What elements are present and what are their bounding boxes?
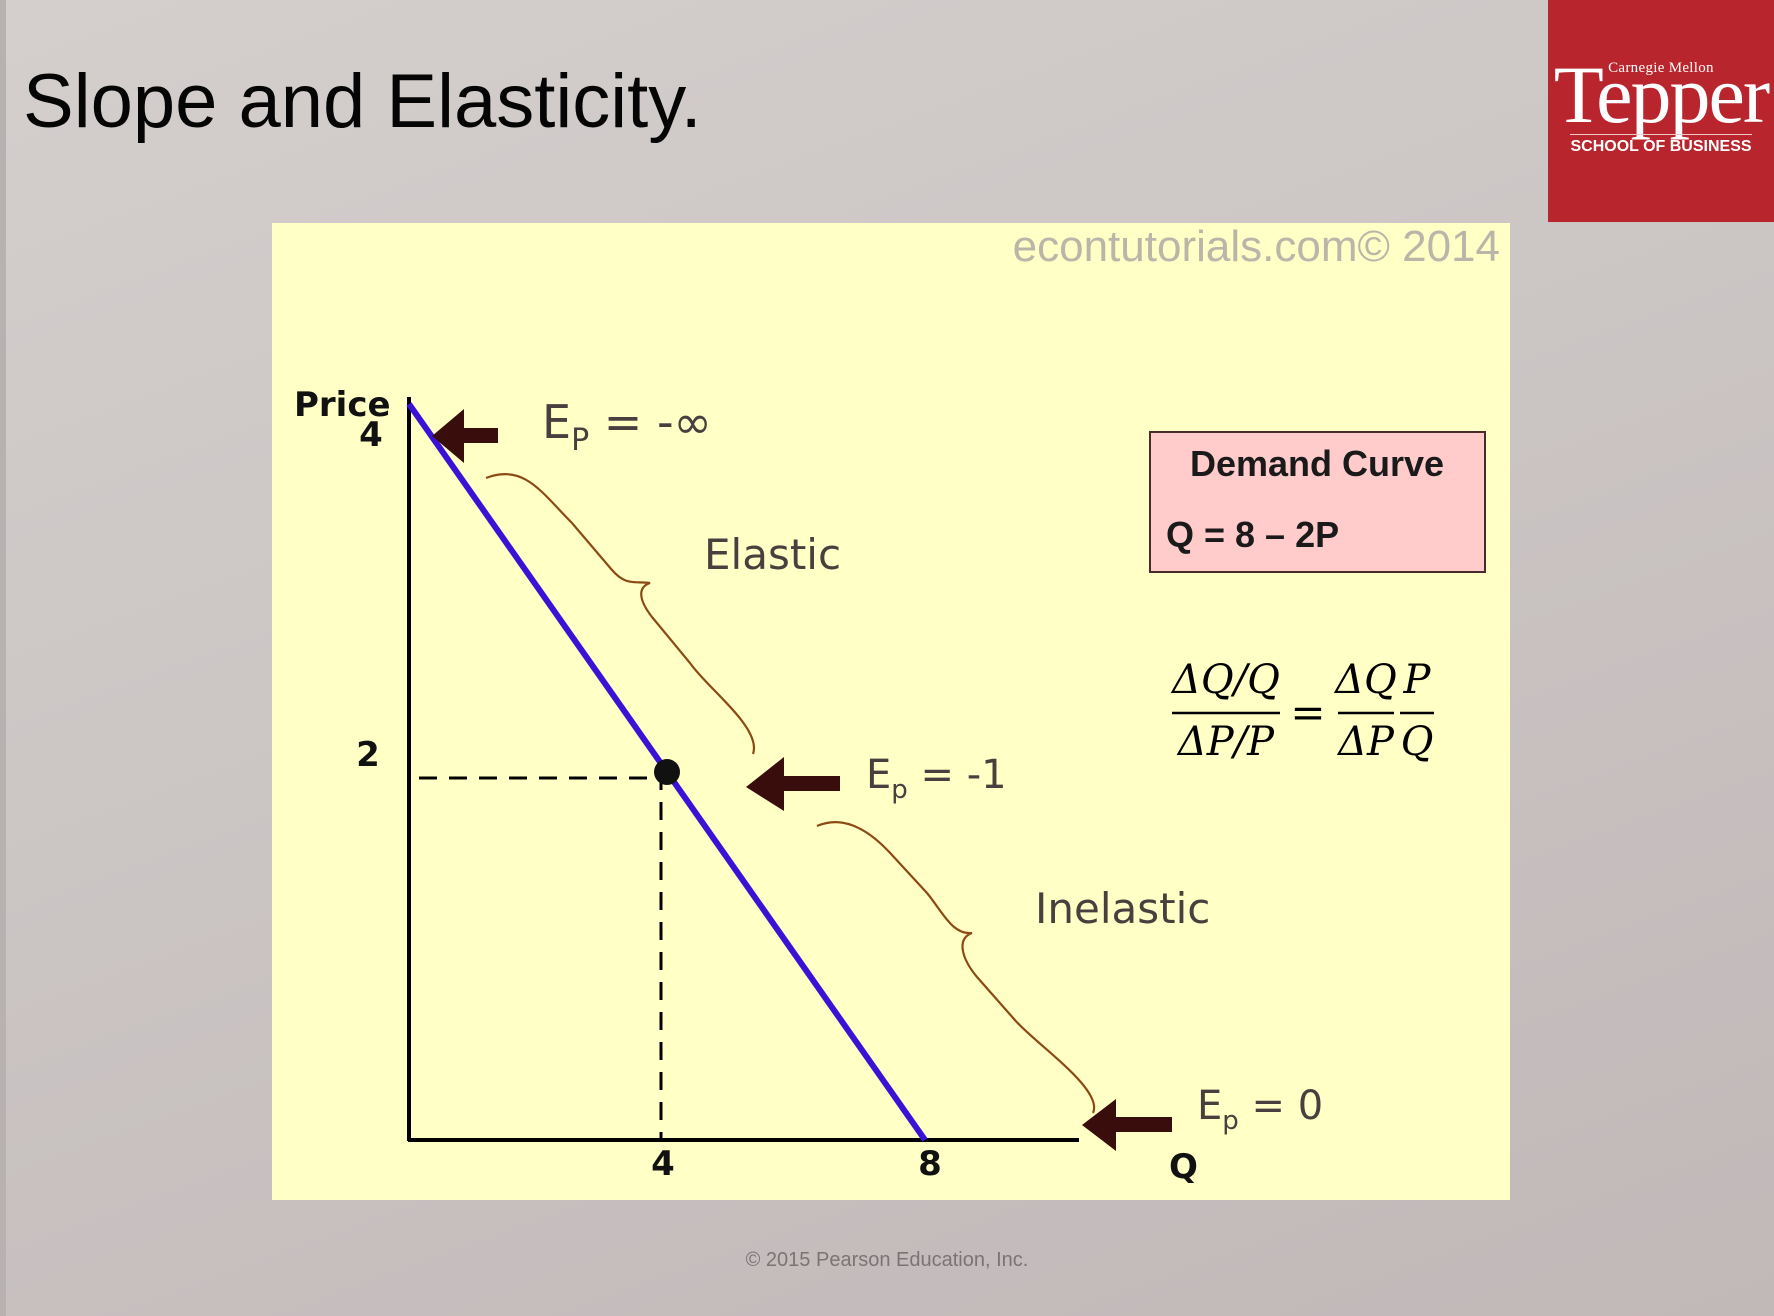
formula-lhs-numerator: ΔQ/Q (1170, 657, 1280, 703)
demand-chart: econtutorials.com© 2014 Price Q 4 2 4 8 (294, 223, 1500, 1187)
elastic-label: Elastic (704, 530, 841, 579)
slide-footer: © 2015 Pearson Education, Inc. (745, 1249, 1029, 1271)
watermark: econtutorials.com© 2014 (1013, 223, 1500, 271)
elastic-brace (485, 472, 756, 755)
unit-elastic-point (654, 759, 680, 785)
formula-equals: = (1290, 688, 1325, 737)
arrow-mid-icon (746, 757, 840, 811)
chart-panel: econtutorials.com© 2014 Price Q 4 2 4 8 (272, 223, 1510, 1200)
ep-bottom-label: Ep = 0 (1197, 1083, 1323, 1136)
formula-r2-denominator: Q (1401, 719, 1434, 765)
formula-r1-numerator: ΔQ (1333, 657, 1397, 703)
demand-curve-title: Demand Curve (1190, 443, 1444, 484)
y-axis-label: Price (294, 385, 391, 425)
formula-r1-denominator: ΔP (1336, 719, 1395, 765)
inelastic-brace (816, 821, 1096, 1114)
x-tick-label: 8 (918, 1144, 942, 1184)
logo-divider (1570, 134, 1752, 135)
y-tick-label: 2 (356, 735, 380, 775)
slide-left-edge (0, 0, 6, 1316)
tepper-logo: Carnegie Mellon Tepper SCHOOL OF BUSINES… (1548, 0, 1774, 222)
formula-r2-numerator: P (1403, 657, 1432, 703)
demand-curve-equation: Q = 8 – 2P (1166, 514, 1339, 555)
ep-mid-label: Ep = -1 (866, 752, 1007, 805)
arrow-bottom-icon (1082, 1099, 1172, 1151)
arrow-top-icon (432, 409, 498, 463)
x-tick-label: 4 (651, 1144, 675, 1184)
logo-university: Carnegie Mellon (1608, 60, 1714, 76)
logo-school: SCHOOL OF BUSINESS (1570, 138, 1752, 155)
ep-top-label: EP = -∞ (542, 395, 712, 458)
slide-title: Slope and Elasticity. (23, 59, 702, 144)
demand-curve-box (1149, 431, 1486, 573)
y-tick-label: 4 (359, 415, 383, 455)
formula-lhs-denominator: ΔP/P (1176, 719, 1275, 765)
inelastic-label: Inelastic (1035, 884, 1210, 933)
logo-wordmark: Tepper (1553, 49, 1770, 140)
x-axis-label: Q (1169, 1147, 1198, 1187)
elasticity-formula: ΔQ/Q ΔP/P = ΔQ ΔP P Q (1170, 657, 1434, 765)
